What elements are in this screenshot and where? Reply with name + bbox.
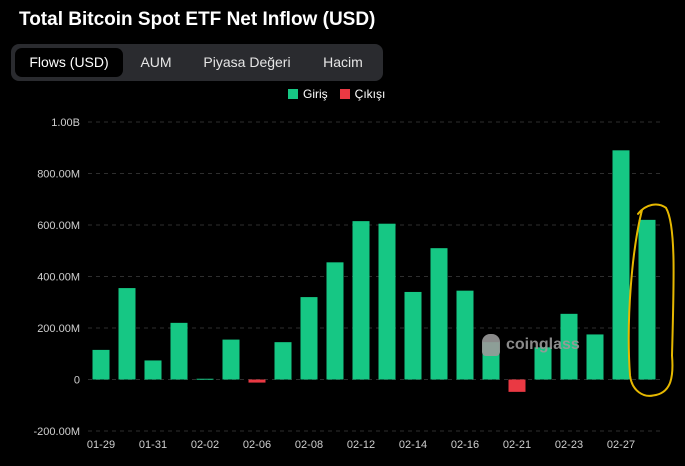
bar[interactable] bbox=[222, 339, 240, 380]
view-tabs: Flows (USD) AUM Piyasa Değeri Hacim bbox=[11, 44, 383, 81]
legend-outflow-label: Çıkışı bbox=[354, 87, 386, 101]
x-tick-label: 02-14 bbox=[399, 439, 427, 451]
bar[interactable] bbox=[638, 219, 656, 380]
bar[interactable] bbox=[118, 288, 136, 380]
bar[interactable] bbox=[274, 342, 292, 380]
watermark-text: coinglass bbox=[506, 336, 580, 353]
y-tick-label: 0 bbox=[74, 375, 80, 387]
bar[interactable] bbox=[612, 150, 630, 380]
chart-title: Total Bitcoin Spot ETF Net Inflow (USD) bbox=[19, 9, 376, 30]
highlight-annotation bbox=[627, 203, 675, 397]
bar[interactable] bbox=[560, 313, 578, 380]
coinglass-watermark: coinglass bbox=[482, 334, 580, 356]
bar[interactable] bbox=[586, 334, 604, 380]
x-tick-label: 02-16 bbox=[451, 439, 479, 451]
legend-outflow-swatch bbox=[339, 89, 350, 99]
tab-flows[interactable]: Flows (USD) bbox=[15, 48, 123, 77]
coinglass-logo-icon bbox=[482, 334, 500, 356]
chart-legend: Giriş Çıkışı bbox=[288, 87, 397, 101]
x-tick-label: 01-29 bbox=[87, 439, 115, 451]
tab-market-cap[interactable]: Piyasa Değeri bbox=[203, 54, 291, 70]
x-tick-label: 02-08 bbox=[295, 439, 323, 451]
x-tick-label: 02-23 bbox=[555, 439, 583, 451]
bar[interactable] bbox=[248, 379, 266, 383]
bar[interactable] bbox=[92, 349, 110, 380]
x-tick-label: 01-31 bbox=[139, 439, 167, 451]
bar[interactable] bbox=[326, 262, 344, 380]
legend-inflow[interactable]: Giriş bbox=[288, 87, 328, 101]
y-tick-label: 600.00M bbox=[37, 220, 80, 232]
bar[interactable] bbox=[456, 290, 474, 380]
bar[interactable] bbox=[144, 360, 162, 380]
bar[interactable] bbox=[404, 291, 422, 380]
x-tick-label: 02-27 bbox=[607, 439, 635, 451]
y-tick-label: 1.00B bbox=[51, 117, 80, 129]
bar[interactable] bbox=[508, 379, 526, 392]
bar[interactable] bbox=[170, 322, 188, 380]
bar[interactable] bbox=[196, 378, 214, 380]
legend-inflow-label: Giriş bbox=[303, 87, 328, 101]
bar[interactable] bbox=[352, 221, 370, 380]
bar[interactable] bbox=[534, 347, 552, 380]
x-tick-label: 02-12 bbox=[347, 439, 375, 451]
y-tick-label: 800.00M bbox=[37, 169, 80, 181]
y-tick-label: 200.00M bbox=[37, 323, 80, 335]
tab-volume[interactable]: Hacim bbox=[323, 54, 363, 70]
bar[interactable] bbox=[430, 248, 448, 380]
y-tick-label: -200.00M bbox=[34, 426, 80, 438]
legend-inflow-swatch bbox=[288, 89, 298, 99]
x-tick-label: 02-06 bbox=[243, 439, 271, 451]
legend-outflow[interactable]: Çıkışı bbox=[339, 87, 386, 101]
x-tick-label: 02-21 bbox=[503, 439, 531, 451]
bar[interactable] bbox=[300, 297, 318, 380]
x-tick-label: 02-02 bbox=[191, 439, 219, 451]
y-tick-label: 400.00M bbox=[37, 272, 80, 284]
bar[interactable] bbox=[378, 223, 396, 380]
tab-aum[interactable]: AUM bbox=[140, 54, 172, 70]
